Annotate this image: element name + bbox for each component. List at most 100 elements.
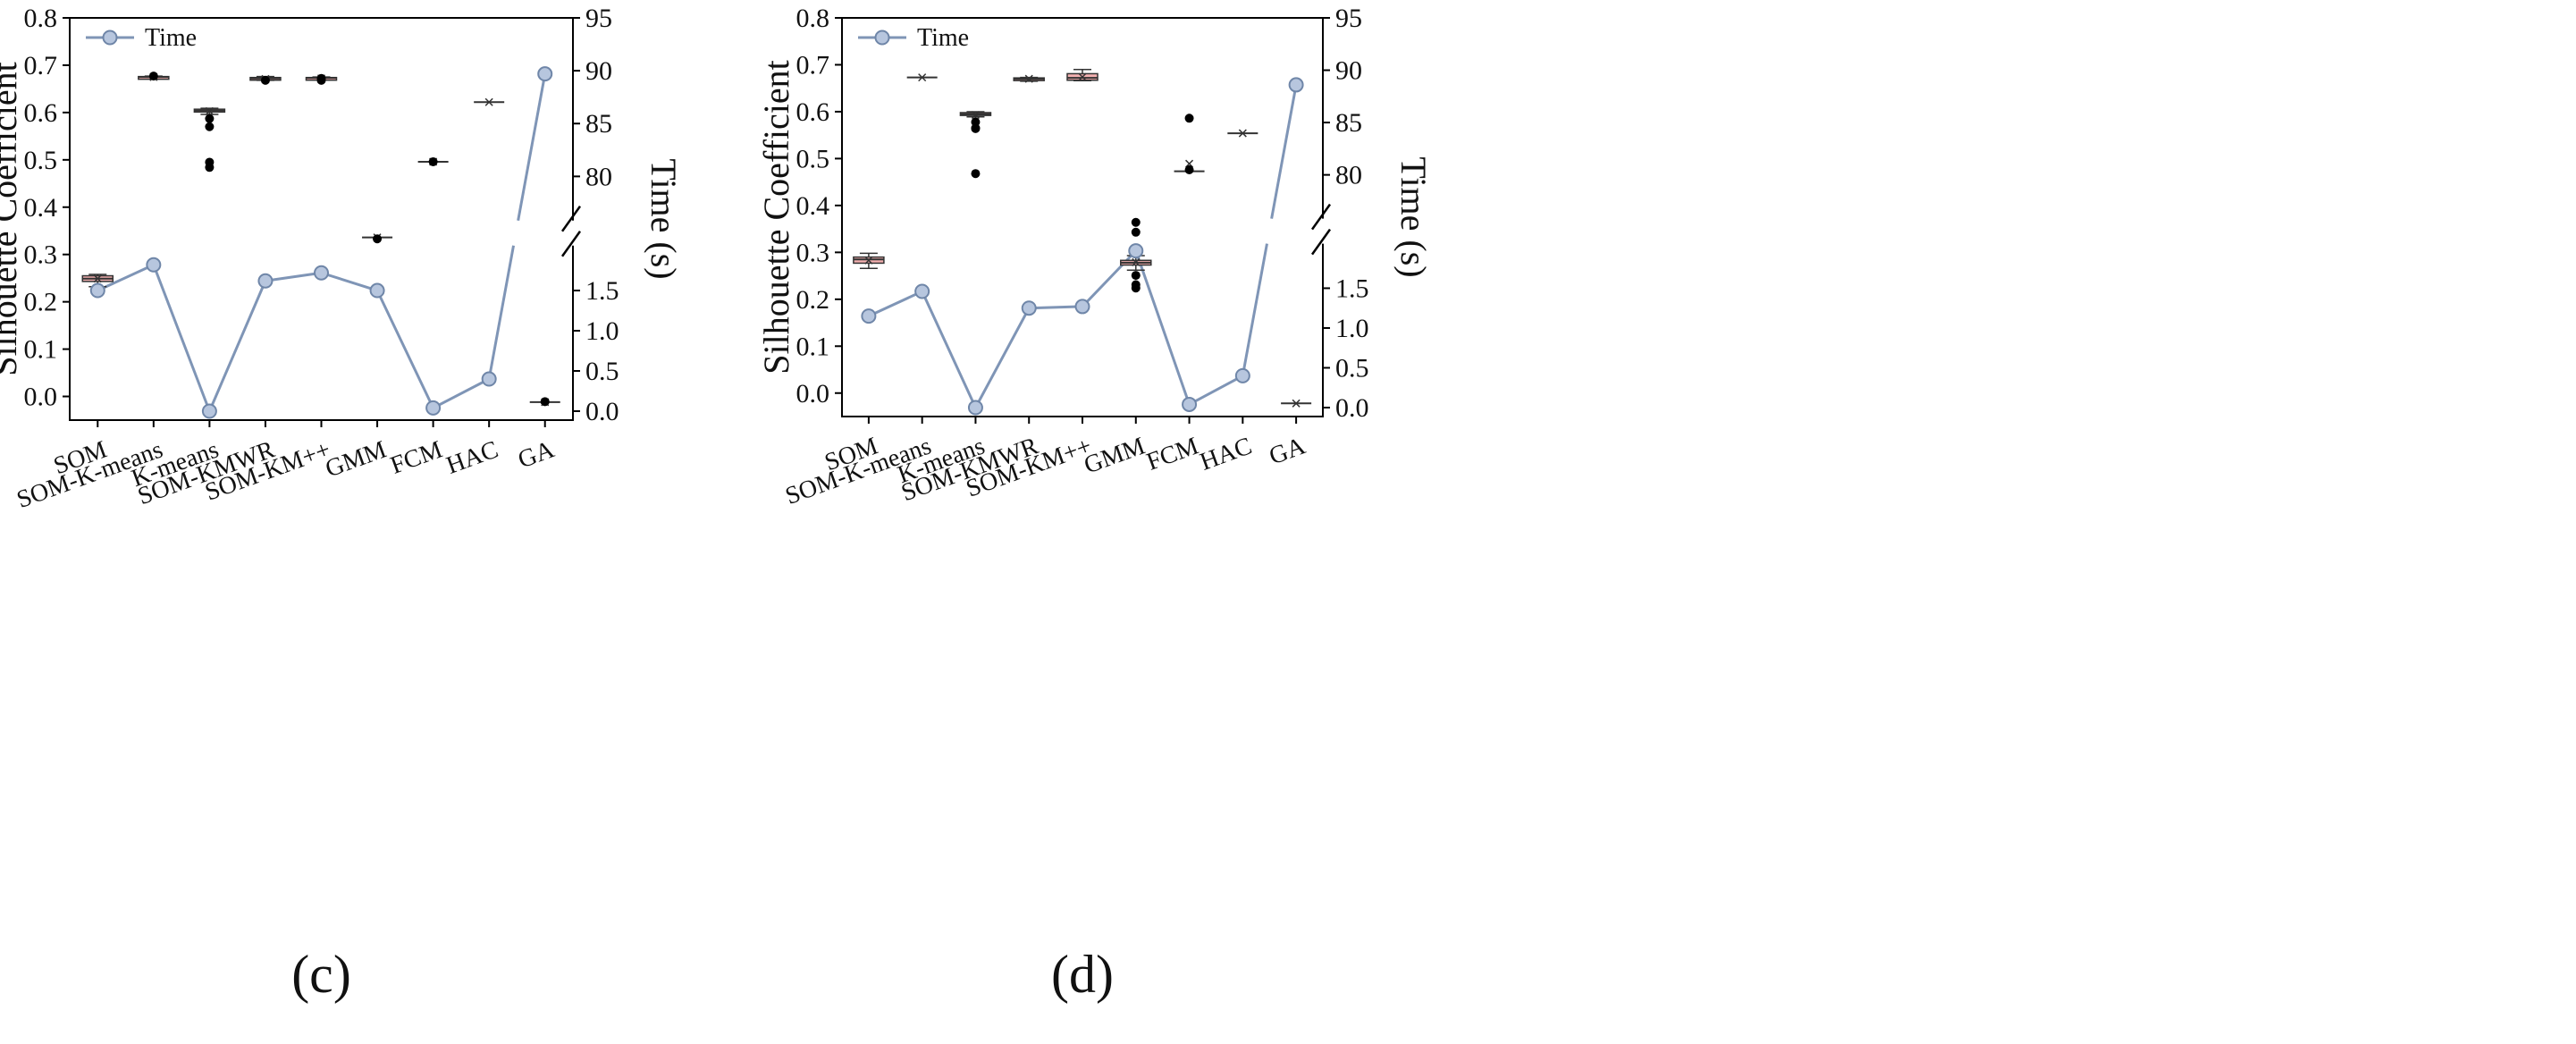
y-tick-label: 0.2 [24, 288, 58, 317]
time-line-segment [1241, 243, 1268, 376]
box-outlier [540, 397, 550, 407]
box-mean-marker [1078, 72, 1087, 81]
axis-break-mark [560, 231, 582, 257]
legend-label: Time [917, 24, 969, 52]
time-marker [146, 257, 162, 273]
time-line-segment [208, 280, 267, 412]
time-line-segment [487, 245, 515, 380]
axis-break-mark [560, 206, 582, 232]
time-marker [481, 371, 497, 387]
y-tick-label: 0.5 [796, 144, 830, 173]
x-category-label: HAC [1197, 432, 1256, 476]
box-outlier [1184, 114, 1194, 123]
time-line-segment [921, 290, 977, 408]
y-tick-label: 0.0 [796, 379, 830, 408]
y2-axis-title: Time (s) [1393, 156, 1434, 277]
x-category-label: FCM [1143, 432, 1202, 476]
time-line-segment [321, 271, 378, 292]
time-marker [425, 400, 442, 416]
box-mean-marker [971, 111, 980, 120]
time-marker [314, 265, 329, 281]
box-outlier [971, 123, 981, 133]
box-mean-marker [1238, 129, 1247, 138]
box-mean-marker [484, 97, 493, 106]
box-mean-marker [1292, 399, 1301, 408]
box-mean-marker [1024, 74, 1033, 83]
time-line-segment [1134, 250, 1191, 405]
axis-break-mark [1310, 203, 1332, 231]
box-outlier [260, 75, 270, 85]
y-tick-label: 0.1 [796, 332, 830, 361]
y-tick-label: 0.2 [796, 285, 830, 315]
y2-tick-label: 80 [1335, 161, 1362, 190]
x-category-label: GMM [322, 435, 390, 483]
y2-tick-label: 1.5 [585, 276, 619, 306]
y2-tick-label: 85 [1335, 108, 1362, 138]
y-tick-label: 0.6 [24, 98, 58, 128]
y-tick-label: 0.0 [24, 383, 58, 412]
time-marker [914, 283, 930, 299]
y-tick-label: 0.4 [24, 193, 58, 223]
time-line-segment [1029, 305, 1083, 310]
time-line-segment [375, 290, 434, 409]
time-line-segment [868, 290, 923, 317]
y2-tick-label: 90 [1335, 56, 1362, 86]
y2-tick-label: 1.0 [1335, 314, 1369, 343]
x-category-label: FCM [387, 435, 446, 479]
y2-tick-label: 95 [585, 4, 612, 33]
y-tick-label: 0.7 [24, 51, 58, 80]
x-category-label: GA [1266, 432, 1309, 470]
y-tick-label: 0.5 [24, 146, 58, 175]
time-marker [257, 273, 274, 289]
time-marker [861, 308, 877, 324]
x-category-label: GMM [1081, 432, 1149, 479]
box-outlier [1184, 165, 1194, 175]
y2-tick-label: 0.0 [585, 397, 619, 426]
legend-marker [874, 29, 890, 46]
box-outlier [316, 73, 326, 83]
y2-tick-label: 90 [585, 56, 612, 86]
y-tick-label: 0.1 [24, 335, 58, 365]
y2-tick-label: 85 [585, 109, 612, 139]
box-outlier [205, 122, 215, 131]
legend-marker [102, 29, 118, 46]
time-marker [201, 403, 217, 419]
box-outlier [148, 72, 158, 81]
panel-c: 0.8 0.7 0.6 0.5 0.4 0.3 0.2 0.1 0.0 0.0 0.5 1.0 1.5 8… [0, 4, 684, 1004]
axis-break-mark [1310, 228, 1332, 256]
time-marker [1234, 367, 1250, 383]
box-outlier [1131, 283, 1141, 293]
box-outlier [971, 169, 981, 179]
time-line-segment [1188, 375, 1244, 406]
box-mean-marker [205, 106, 214, 115]
time-line-segment [432, 377, 490, 409]
y2-tick-label: 1.5 [1335, 274, 1369, 303]
box-outlier [373, 234, 383, 244]
y-tick-label: 0.8 [24, 4, 58, 33]
y-tick-label: 0.6 [796, 97, 830, 127]
y2-tick-label: 1.0 [585, 316, 619, 346]
legend-label: Time [145, 24, 197, 52]
box-mean-marker [1132, 257, 1141, 266]
time-marker [537, 66, 553, 82]
time-line-segment [517, 73, 547, 222]
y2-axis-title: Time (s) [644, 158, 684, 279]
y-tick-label: 0.7 [796, 50, 830, 80]
x-category-label: HAC [442, 435, 501, 479]
time-line-segment [1081, 249, 1137, 307]
y-tick-label: 0.4 [796, 191, 830, 221]
y2-tick-label: 80 [585, 162, 612, 191]
box-outlier [1131, 217, 1141, 227]
time-line-segment [97, 263, 155, 292]
time-marker [1288, 77, 1304, 93]
x-category-label: GA [515, 435, 559, 474]
box-outlier [205, 114, 215, 123]
time-line-segment [974, 307, 1031, 408]
y-axis-title: Silhouette Coefficient [756, 60, 796, 374]
box-outlier [1131, 227, 1141, 237]
time-line-segment [1270, 84, 1298, 219]
box-mean-marker [93, 274, 102, 283]
time-line-segment [152, 264, 211, 412]
time-marker [1021, 300, 1037, 316]
